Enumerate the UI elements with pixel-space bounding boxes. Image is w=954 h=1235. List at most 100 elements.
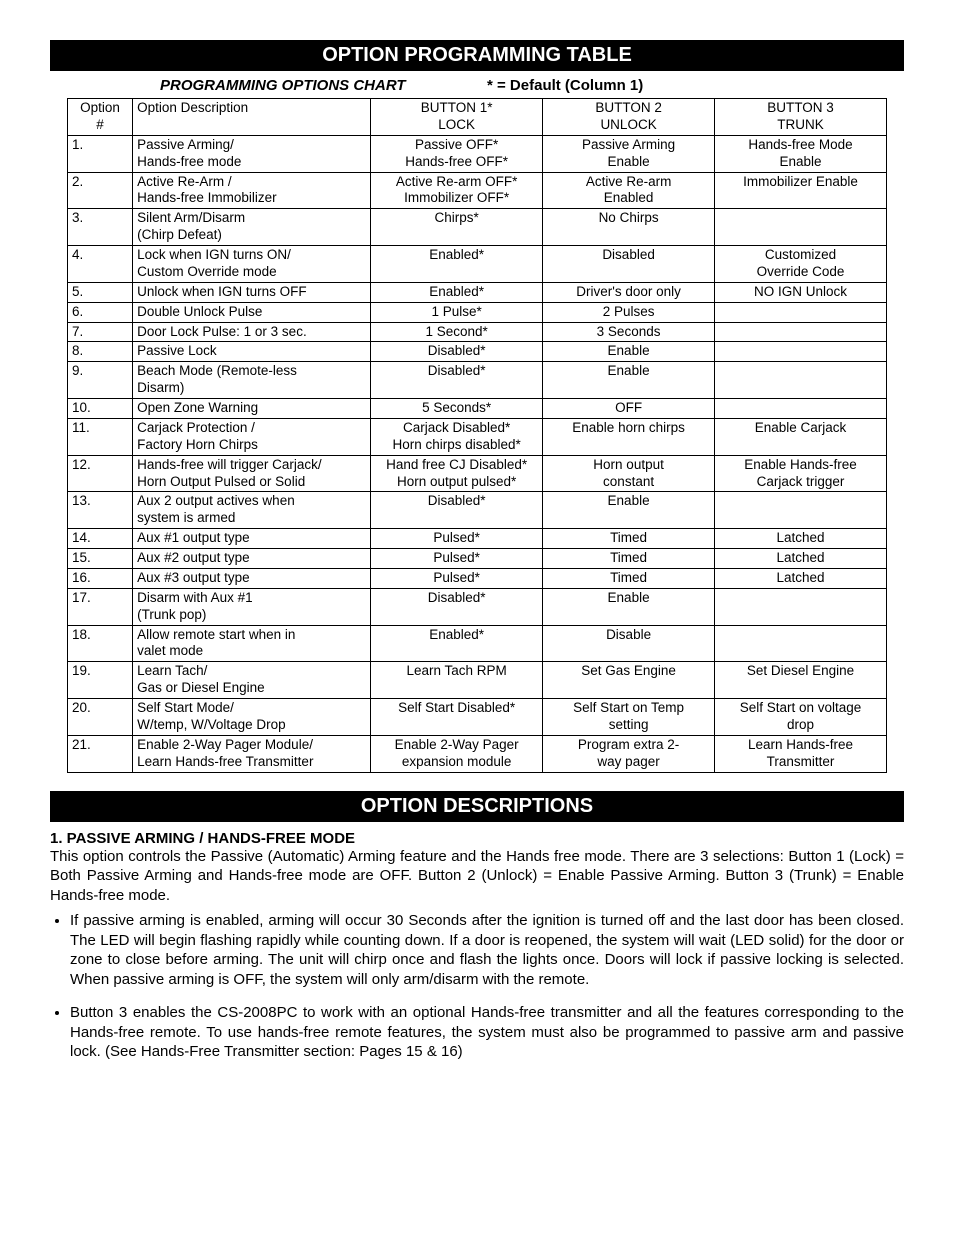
cell-text: constant [547, 474, 710, 491]
table-cell: 3. [68, 209, 133, 246]
table-cell: 18. [68, 625, 133, 662]
cell-text: Aux #2 output type [137, 550, 366, 567]
cell-text: Passive Lock [137, 343, 366, 360]
table-row: 21.Enable 2-Way Pager Module/Learn Hands… [68, 735, 887, 772]
subheader-left: PROGRAMMING OPTIONS CHART [160, 77, 487, 94]
cell-text: Self Start on voltage [719, 700, 882, 717]
cell-text: Passive Arming [547, 137, 710, 154]
cell-text: 2 Pulses [547, 304, 710, 321]
cell-text: Enable horn chirps [547, 420, 710, 437]
cell-text: setting [547, 717, 710, 734]
header-option-desc: Option Description [133, 99, 371, 136]
cell-text: Enable 2-Way Pager Module/ [137, 737, 366, 754]
table-cell: Self Start Mode/W/temp, W/Voltage Drop [133, 699, 371, 736]
table-cell: Passive ArmingEnable [543, 135, 715, 172]
cell-text: expansion module [375, 754, 538, 771]
table-cell: Enable [543, 492, 715, 529]
cell-text: Pulsed* [375, 570, 538, 587]
header-text: # [72, 117, 128, 134]
cell-text: Open Zone Warning [137, 400, 366, 417]
table-cell: 21. [68, 735, 133, 772]
table-cell: Carjack Protection /Factory Horn Chirps [133, 418, 371, 455]
table-cell: Latched [715, 549, 887, 569]
table-cell: Disarm with Aux #1(Trunk pop) [133, 588, 371, 625]
cell-text: system is armed [137, 510, 366, 527]
table-cell: Timed [543, 529, 715, 549]
cell-text: Chirps* [375, 210, 538, 227]
cell-text: 13. [72, 493, 128, 510]
cell-text: 8. [72, 343, 128, 360]
table-cell [715, 588, 887, 625]
table-cell: CustomizedOverride Code [715, 246, 887, 283]
table-cell: Disable [543, 625, 715, 662]
table-cell [715, 362, 887, 399]
table-cell: 5. [68, 282, 133, 302]
table-cell: Aux #2 output type [133, 549, 371, 569]
table-row: 3.Silent Arm/Disarm(Chirp Defeat) Chirps*… [68, 209, 887, 246]
table-cell: Timed [543, 568, 715, 588]
table-cell: Hands-free will trigger Carjack/Horn Out… [133, 455, 371, 492]
section-header-descriptions: OPTION DESCRIPTIONS [50, 791, 904, 822]
cell-text: Enable [719, 154, 882, 171]
table-row: 17.Disarm with Aux #1(Trunk pop)Disabled… [68, 588, 887, 625]
table-cell: Disabled* [371, 588, 543, 625]
table-cell: Aux 2 output actives whensystem is armed [133, 492, 371, 529]
cell-text: 2. [72, 174, 128, 191]
cell-text: Aux #1 output type [137, 530, 366, 547]
table-cell: Aux #1 output type [133, 529, 371, 549]
cell-text: Override Code [719, 264, 882, 281]
table-cell: Enabled* [371, 625, 543, 662]
cell-text: Gas or Diesel Engine [137, 680, 366, 697]
cell-text: Silent Arm/Disarm [137, 210, 366, 227]
cell-text: 14. [72, 530, 128, 547]
table-row: 11. Carjack Protection /Factory Horn Chir… [68, 418, 887, 455]
table-cell: Chirps* [371, 209, 543, 246]
table-row: 4.Lock when IGN turns ON/Custom Override… [68, 246, 887, 283]
table-cell [715, 399, 887, 419]
cell-text: Disarm) [137, 380, 366, 397]
table-cell: Learn Hands-freeTransmitter [715, 735, 887, 772]
cell-text: Disable [547, 627, 710, 644]
table-cell: Disabled* [371, 492, 543, 529]
table-row: 20.Self Start Mode/W/temp, W/Voltage Dro… [68, 699, 887, 736]
header-option-num: Option # [68, 99, 133, 136]
table-cell [715, 209, 887, 246]
table-cell: Hands-free ModeEnable [715, 135, 887, 172]
table-cell: Open Zone Warning [133, 399, 371, 419]
section-header-table: OPTION PROGRAMMING TABLE [50, 40, 904, 71]
table-cell: Enable 2-Way Pager Module/Learn Hands-fr… [133, 735, 371, 772]
cell-text: Enabled* [375, 284, 538, 301]
cell-text: Custom Override mode [137, 264, 366, 281]
table-row: 8.Passive LockDisabled*Enable [68, 342, 887, 362]
cell-text: Enabled* [375, 627, 538, 644]
cell-text: 4. [72, 247, 128, 264]
table-cell: Active Re-arm OFF*Immobilizer OFF* [371, 172, 543, 209]
cell-text: Enable [547, 363, 710, 380]
cell-text: Customized [719, 247, 882, 264]
table-cell: Enable Carjack [715, 418, 887, 455]
cell-text: Enabled* [375, 247, 538, 264]
cell-text: 9. [72, 363, 128, 380]
cell-text: NO IGN Unlock [719, 284, 882, 301]
table-cell: Driver's door only [543, 282, 715, 302]
table-cell: Self Start on voltagedrop [715, 699, 887, 736]
cell-text: Immobilizer OFF* [375, 190, 538, 207]
table-cell: 8. [68, 342, 133, 362]
table-cell: Enable [543, 342, 715, 362]
cell-text: (Chirp Defeat) [137, 227, 366, 244]
header-text: BUTTON 2 [547, 100, 710, 117]
table-cell: 9. [68, 362, 133, 399]
cell-text: Hands-free OFF* [375, 154, 538, 171]
cell-text: Carjack Protection / [137, 420, 366, 437]
table-cell: Set Diesel Engine [715, 662, 887, 699]
cell-text: Timed [547, 530, 710, 547]
cell-text: Allow remote start when in [137, 627, 366, 644]
cell-text: 15. [72, 550, 128, 567]
cell-text: Pulsed* [375, 530, 538, 547]
cell-text: Carjack Disabled* [375, 420, 538, 437]
cell-text: 5. [72, 284, 128, 301]
cell-text: 11. [72, 420, 128, 437]
cell-text: Enable [547, 493, 710, 510]
option-description-paragraph: This option controls the Passive (Automa… [50, 847, 904, 906]
cell-text: 1. [72, 137, 128, 154]
